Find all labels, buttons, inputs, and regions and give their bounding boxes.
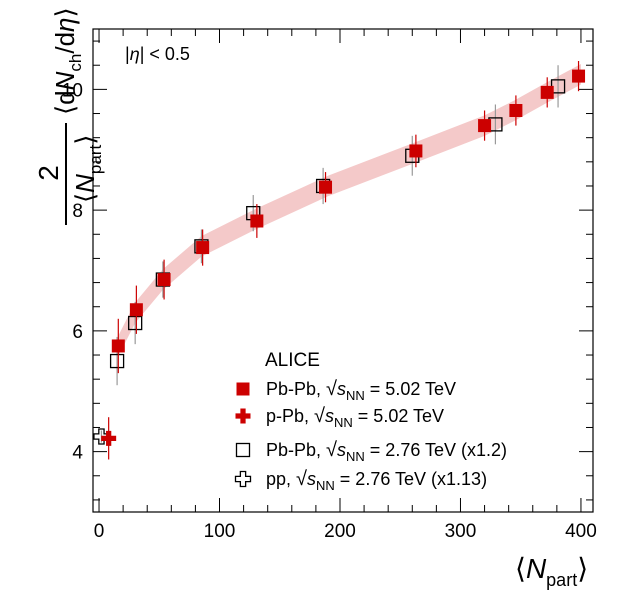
plot-frame xyxy=(92,28,594,513)
x-tick-label: 100 xyxy=(204,521,236,542)
data-point xyxy=(509,104,523,118)
data-point xyxy=(196,241,210,255)
y-axis-label: 2 ⟨Npart⟩ ⟨dNch/dη⟩ xyxy=(33,7,105,225)
data-point xyxy=(157,273,171,287)
eta-annotation: |η| < 0.5 xyxy=(125,44,190,64)
legend-entry: p-Pb, √sNN = 5.02 TeV xyxy=(266,405,444,430)
legend-marker xyxy=(234,470,252,488)
legend-markers xyxy=(234,382,252,488)
uncertainty-band xyxy=(118,64,581,357)
y-tick-label: 4 xyxy=(72,443,83,464)
data-point xyxy=(111,339,125,353)
x-tick-label: 300 xyxy=(445,521,477,542)
x-tick-label: 200 xyxy=(324,521,356,542)
x-tick-label: 0 xyxy=(94,521,105,542)
data-point xyxy=(101,430,117,446)
data-point xyxy=(540,85,554,99)
axis-tick-labels: 0 100 200 300 400 4 6 8 10 xyxy=(62,80,597,542)
data-point xyxy=(93,428,110,445)
data-point xyxy=(129,303,143,317)
data-point xyxy=(478,119,492,133)
data-point xyxy=(109,353,125,369)
x-tick-label: 400 xyxy=(565,521,597,542)
legend-marker xyxy=(235,442,251,458)
legend-marker xyxy=(236,382,250,396)
data-point xyxy=(319,180,333,194)
legend-entry: Pb-Pb, √sNN = 5.02 TeV xyxy=(266,378,456,403)
data-point xyxy=(128,315,143,331)
legend-entry: Pb-Pb, √sNN = 2.76 TeV (x1.2) xyxy=(266,439,507,464)
legend-entry: pp, √sNN = 2.76 TeV (x1.13) xyxy=(266,468,487,493)
svg-text:2: 2 xyxy=(33,165,64,181)
y-tick-label: 6 xyxy=(72,322,83,343)
data-points xyxy=(93,60,586,460)
axis-ticks xyxy=(93,29,593,512)
svg-text:⟨dNch/dη⟩: ⟨dNch/dη⟩ xyxy=(50,7,85,115)
legend-marker xyxy=(235,408,251,424)
y-tick-label: 10 xyxy=(62,80,83,101)
x-axis-label: ⟨Npart⟩ xyxy=(515,553,588,590)
y-tick-label: 8 xyxy=(72,201,83,222)
data-point xyxy=(572,69,586,83)
svg-text:⟨Npart⟩: ⟨Npart⟩ xyxy=(70,135,105,203)
legend-title: ALICE xyxy=(265,350,320,371)
data-point xyxy=(409,144,423,158)
data-point xyxy=(250,214,264,228)
